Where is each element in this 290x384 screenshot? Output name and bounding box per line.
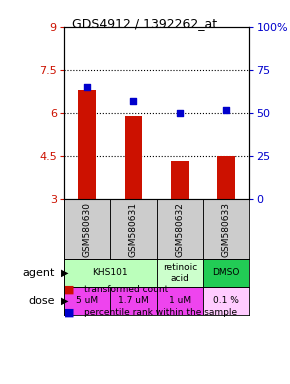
Text: ▶: ▶ (61, 268, 68, 278)
Point (85, 84, 89, 90)
Bar (78, 90, 96, 199)
Point (224, 107, 229, 113)
Bar (125, 116, 142, 199)
Text: dose: dose (29, 296, 55, 306)
Text: GDS4912 / 1392262_at: GDS4912 / 1392262_at (72, 17, 218, 30)
Text: 0.1 %: 0.1 % (213, 296, 239, 305)
Text: DMSO: DMSO (213, 268, 240, 277)
Text: ■: ■ (64, 285, 74, 295)
Text: KHS101: KHS101 (93, 268, 128, 277)
Text: GSM580633: GSM580633 (222, 202, 231, 257)
Bar (157, 199, 203, 259)
Bar (64, 287, 110, 315)
Text: 5 uM: 5 uM (76, 296, 98, 305)
Text: agent: agent (23, 268, 55, 278)
Bar (203, 259, 249, 287)
Bar (157, 259, 203, 287)
Text: 1.7 uM: 1.7 uM (118, 296, 149, 305)
Text: GSM580630: GSM580630 (82, 202, 92, 257)
Text: retinoic
acid: retinoic acid (163, 263, 197, 283)
Bar (203, 287, 249, 315)
Bar (64, 259, 157, 287)
Bar (218, 156, 235, 199)
Text: ▶: ▶ (61, 296, 68, 306)
Bar (157, 287, 203, 315)
Bar (110, 287, 157, 315)
Bar (110, 199, 157, 259)
Text: percentile rank within the sample: percentile rank within the sample (84, 308, 237, 318)
Text: 1 uM: 1 uM (169, 296, 191, 305)
Bar (171, 161, 188, 199)
Bar (64, 199, 110, 259)
Bar (203, 199, 249, 259)
Text: ■: ■ (64, 308, 74, 318)
Point (131, 98, 136, 104)
Text: transformed count: transformed count (84, 285, 168, 295)
Text: GSM580632: GSM580632 (175, 202, 184, 257)
Text: GSM580631: GSM580631 (129, 202, 138, 257)
Point (177, 110, 182, 116)
